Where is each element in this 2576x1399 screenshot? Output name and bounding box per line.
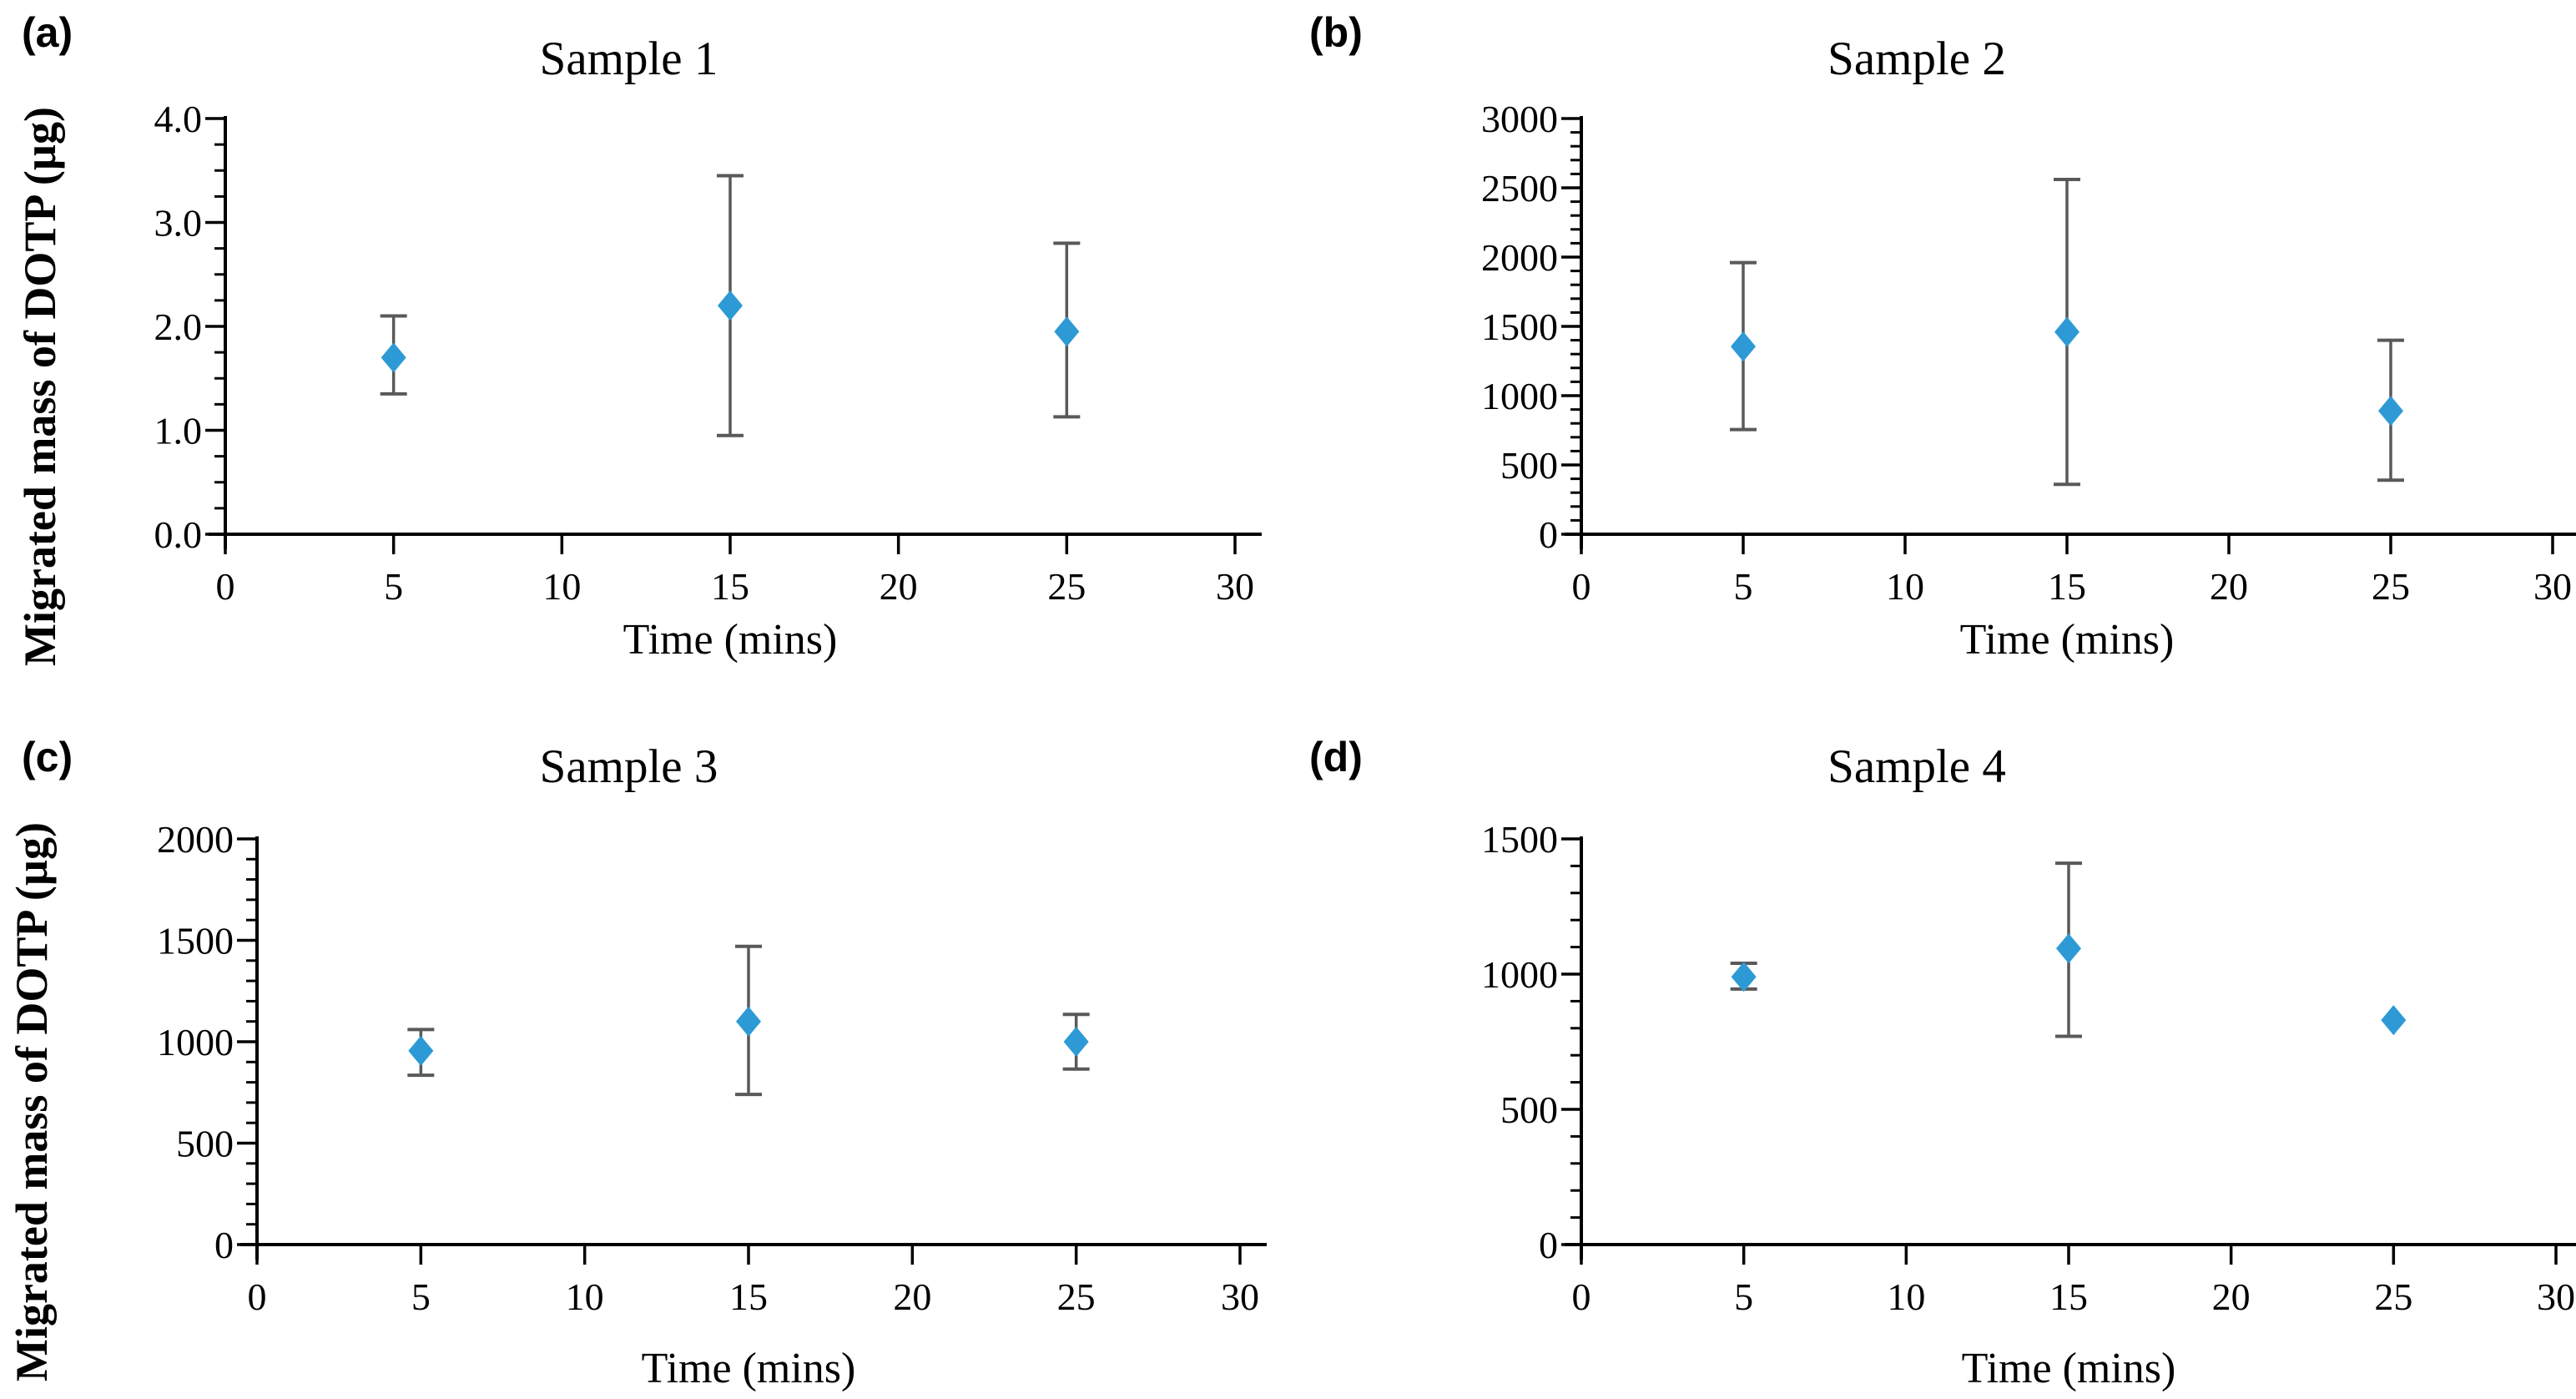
- y-tick-label: 1500: [157, 920, 234, 962]
- x-tick-label: 0: [1572, 1275, 1591, 1318]
- y-tick-label: 2500: [1481, 167, 1558, 210]
- x-tick-label: 10: [542, 565, 581, 608]
- panel-label-b: (b): [1309, 9, 1363, 56]
- x-tick-label: 5: [1734, 565, 1753, 608]
- x-axis-title: Time (mins): [1960, 616, 2175, 664]
- data-point-marker: [2381, 1005, 2407, 1036]
- chart-title-sample-4: Sample 4: [1827, 740, 2006, 793]
- x-tick-label: 15: [729, 1275, 768, 1318]
- panel-d: (d) Sample 4 0 500 1000 1500 0 5 10 15 20 25 30 Tim…: [1288, 700, 2576, 1399]
- y-tick-label: 1500: [1481, 818, 1558, 861]
- y-tick-label: 500: [1500, 1088, 1558, 1131]
- data-point-marker: [1054, 316, 1080, 347]
- y-tick-label: 3.0: [154, 202, 203, 245]
- x-tick-label: 20: [2212, 1275, 2251, 1318]
- x-tick-label: 5: [1734, 1275, 1753, 1318]
- panel-label-c: (c): [22, 734, 73, 780]
- panel-b: (b) Sample 2 0 500 1000 1500 2000 2500 3000 0 5 1…: [1288, 0, 2576, 700]
- data-point-marker: [736, 1006, 761, 1037]
- x-tick-label: 30: [1216, 565, 1254, 608]
- chart-title-sample-3: Sample 3: [539, 740, 718, 793]
- y-tick-label: 0: [1539, 513, 1558, 556]
- chart-sample-2: 0 500 1000 1500 2000 2500 3000 0 5 10 15 20 25 30 Time…: [1481, 98, 2576, 664]
- x-tick-label: 5: [411, 1275, 431, 1318]
- x-tick-label: 25: [2374, 1275, 2412, 1318]
- x-tick-label: 0: [248, 1275, 267, 1318]
- x-tick-label: 30: [2533, 565, 2572, 608]
- y-tick-label: 0.0: [154, 513, 203, 556]
- y-tick-label: 1000: [1481, 375, 1558, 417]
- y-tick-label: 500: [1500, 444, 1558, 487]
- chart-sample-3: 0 500 1000 1500 2000 0 5 10 15 20 25 30 Time (mins) M…: [7, 818, 1267, 1392]
- y-tick-label: 1000: [157, 1021, 234, 1063]
- x-axis-title: Time (mins): [623, 616, 838, 664]
- y-tick-label: 3000: [1481, 98, 1558, 140]
- x-tick-label: 25: [1047, 565, 1086, 608]
- y-axis-title: Migrated mass of DOTP (µg): [7, 822, 57, 1381]
- x-tick-label: 15: [2048, 565, 2086, 608]
- x-tick-label: 5: [384, 565, 403, 608]
- x-tick-label: 20: [880, 565, 918, 608]
- x-tick-label: 20: [2210, 565, 2248, 608]
- x-tick-label: 10: [1886, 565, 1924, 608]
- y-tick-label: 1.0: [154, 410, 203, 452]
- data-point-marker: [2056, 933, 2081, 964]
- data-point-marker: [1063, 1027, 1089, 1057]
- data-point-marker: [718, 290, 743, 321]
- x-tick-label: 30: [1221, 1275, 1259, 1318]
- x-tick-label: 30: [2537, 1275, 2575, 1318]
- data-point-marker: [1731, 962, 1757, 992]
- panel-c: (c) Sample 3 0 500 1000 1500 2000 0 5 10 15 20 25 3…: [0, 700, 1288, 1399]
- chart-title-sample-2: Sample 2: [1827, 33, 2006, 85]
- y-tick-label: 4.0: [154, 98, 203, 140]
- x-axis-title: Time (mins): [1962, 1345, 2176, 1392]
- y-tick-label: 0: [214, 1224, 234, 1266]
- y-tick-label: 2000: [1481, 236, 1558, 279]
- x-tick-label: 15: [2049, 1275, 2088, 1318]
- y-tick-label: 1500: [1481, 306, 1558, 348]
- y-tick-label: 2000: [157, 818, 234, 861]
- y-tick-label: 500: [176, 1123, 234, 1165]
- data-point-marker: [381, 342, 406, 373]
- chart-sample-1: 0.0 1.0 2.0 3.0 4.0 0 5 10 15 20 25 30 Time (mins) Mi…: [15, 98, 1262, 666]
- y-tick-label: 2.0: [154, 306, 203, 348]
- x-tick-label: 25: [2372, 565, 2410, 608]
- data-point-marker: [2054, 316, 2079, 347]
- x-tick-label: 0: [216, 565, 235, 608]
- y-tick-label: 1000: [1481, 953, 1558, 996]
- x-tick-label: 10: [1887, 1275, 1925, 1318]
- data-point-marker: [1731, 331, 1756, 362]
- panel-label-a: (a): [22, 9, 73, 56]
- chart-sample-4: 0 500 1000 1500 0 5 10 15 20 25 30 Time (mins): [1481, 818, 2576, 1392]
- x-tick-label: 15: [711, 565, 749, 608]
- y-axis-title: Migrated mass of DOTP (µg): [15, 107, 65, 666]
- panel-label-d: (d): [1309, 734, 1363, 780]
- data-point-marker: [408, 1035, 434, 1066]
- x-tick-label: 25: [1057, 1275, 1096, 1318]
- data-point-marker: [2378, 396, 2403, 427]
- panel-a: (a) Sample 1 0.0 1.0 2.0 3.0 4.0 0 5 10 15 20 25 30…: [0, 0, 1288, 700]
- chart-title-sample-1: Sample 1: [539, 33, 718, 85]
- x-tick-label: 10: [566, 1275, 604, 1318]
- x-tick-label: 20: [893, 1275, 931, 1318]
- x-axis-title: Time (mins): [642, 1345, 856, 1392]
- x-tick-label: 0: [1572, 565, 1591, 608]
- y-tick-label: 0: [1539, 1224, 1558, 1266]
